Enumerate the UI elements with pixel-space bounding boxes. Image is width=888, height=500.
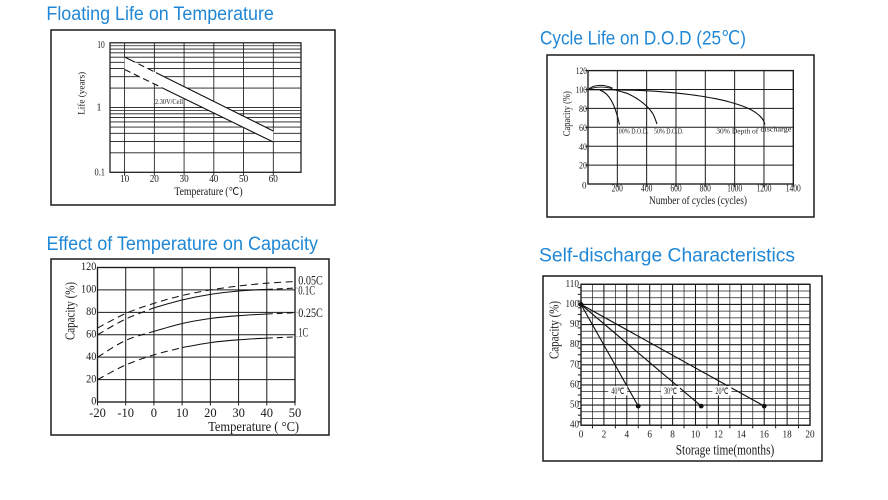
svg-text:80: 80 [579, 104, 587, 114]
svg-text:Capacity (%): Capacity (%) [562, 91, 573, 136]
svg-text:Self-discharge Characteristics: Self-discharge Characteristics [539, 246, 795, 267]
svg-text:12: 12 [714, 429, 723, 440]
svg-text:30% Depth of: 30% Depth of [716, 127, 758, 136]
svg-text:40: 40 [570, 419, 579, 431]
svg-text:50% D.O.D.: 50% D.O.D. [654, 126, 684, 135]
svg-text:20: 20 [150, 174, 159, 185]
svg-text:2.30V/Cell: 2.30V/Cell [155, 97, 183, 106]
svg-text:-10: -10 [117, 406, 134, 420]
svg-text:40: 40 [209, 174, 218, 185]
svg-text:800: 800 [700, 184, 711, 195]
svg-text:Effect of Temperature on Capac: Effect of Temperature on Capacity [47, 234, 319, 255]
svg-text:20℃: 20℃ [715, 386, 728, 396]
svg-text:1200: 1200 [757, 184, 772, 195]
svg-text:1: 1 [96, 103, 101, 114]
svg-text:14: 14 [737, 429, 747, 440]
svg-text:Capacity (%): Capacity (%) [548, 301, 563, 359]
svg-text:0: 0 [151, 406, 157, 420]
svg-text:90: 90 [570, 318, 579, 330]
svg-text:Life (years): Life (years) [77, 72, 88, 115]
svg-text:Temperature (℃): Temperature (℃) [174, 186, 243, 198]
svg-text:10: 10 [120, 174, 129, 185]
svg-text:0: 0 [582, 181, 587, 191]
svg-text:8: 8 [670, 429, 675, 440]
svg-text:-20: -20 [89, 406, 106, 420]
svg-text:0.05C: 0.05C [298, 273, 323, 288]
svg-text:0.25C: 0.25C [298, 305, 323, 320]
svg-text:80: 80 [86, 306, 97, 318]
svg-text:200: 200 [612, 184, 623, 195]
svg-text:100: 100 [566, 298, 580, 310]
svg-text:400: 400 [641, 184, 652, 195]
svg-text:110: 110 [566, 278, 580, 290]
svg-text:10: 10 [176, 406, 189, 420]
svg-text:discharge: discharge [761, 125, 793, 134]
svg-text:50: 50 [239, 174, 248, 185]
svg-text:60: 60 [579, 123, 587, 133]
svg-text:40: 40 [261, 406, 274, 420]
svg-text:20: 20 [204, 406, 217, 420]
svg-text:2: 2 [602, 429, 607, 440]
svg-text:30: 30 [232, 406, 245, 420]
svg-text:60: 60 [86, 328, 97, 340]
svg-text:70: 70 [570, 358, 579, 370]
svg-text:1C: 1C [298, 324, 308, 339]
svg-text:10: 10 [691, 429, 700, 440]
svg-text:1400: 1400 [786, 184, 801, 195]
svg-text:120: 120 [576, 66, 588, 76]
svg-text:20: 20 [86, 373, 97, 385]
svg-text:120: 120 [81, 261, 97, 273]
svg-text:100: 100 [81, 284, 97, 296]
svg-text:50: 50 [289, 406, 302, 420]
svg-text:100% D.O.D.: 100% D.O.D. [616, 126, 649, 135]
svg-text:Temperature ( °C): Temperature ( °C) [208, 420, 299, 435]
svg-text:60: 60 [570, 378, 579, 390]
svg-text:Storage time(months): Storage time(months) [676, 443, 775, 459]
svg-text:Cycle Life on D.O.D (25℃): Cycle Life on D.O.D (25℃) [540, 29, 746, 50]
svg-text:100: 100 [576, 85, 588, 95]
svg-text:600: 600 [670, 184, 681, 195]
svg-text:30: 30 [180, 174, 189, 185]
svg-text:80: 80 [570, 338, 579, 350]
svg-text:Number of cycles (cycles): Number of cycles (cycles) [649, 195, 747, 207]
svg-text:0.1: 0.1 [95, 168, 106, 179]
svg-text:20: 20 [579, 161, 587, 171]
svg-text:0: 0 [91, 396, 96, 408]
svg-text:6: 6 [647, 429, 652, 440]
svg-text:0.1C: 0.1C [298, 282, 315, 297]
svg-text:4: 4 [625, 429, 630, 440]
svg-text:20: 20 [805, 429, 814, 440]
svg-text:10: 10 [97, 40, 105, 51]
svg-text:0: 0 [579, 429, 584, 440]
svg-text:Floating Life on Temperature: Floating Life on Temperature [46, 4, 274, 25]
svg-text:16: 16 [760, 429, 769, 440]
svg-text:40℃: 40℃ [611, 386, 624, 396]
svg-text:50: 50 [570, 399, 579, 411]
svg-text:1000: 1000 [727, 184, 742, 195]
svg-text:40: 40 [86, 351, 97, 363]
svg-text:40: 40 [579, 142, 587, 152]
svg-text:60: 60 [269, 174, 278, 185]
svg-text:Capacity (%): Capacity (%) [64, 282, 79, 340]
svg-text:30℃: 30℃ [664, 386, 677, 396]
svg-text:18: 18 [783, 429, 792, 440]
